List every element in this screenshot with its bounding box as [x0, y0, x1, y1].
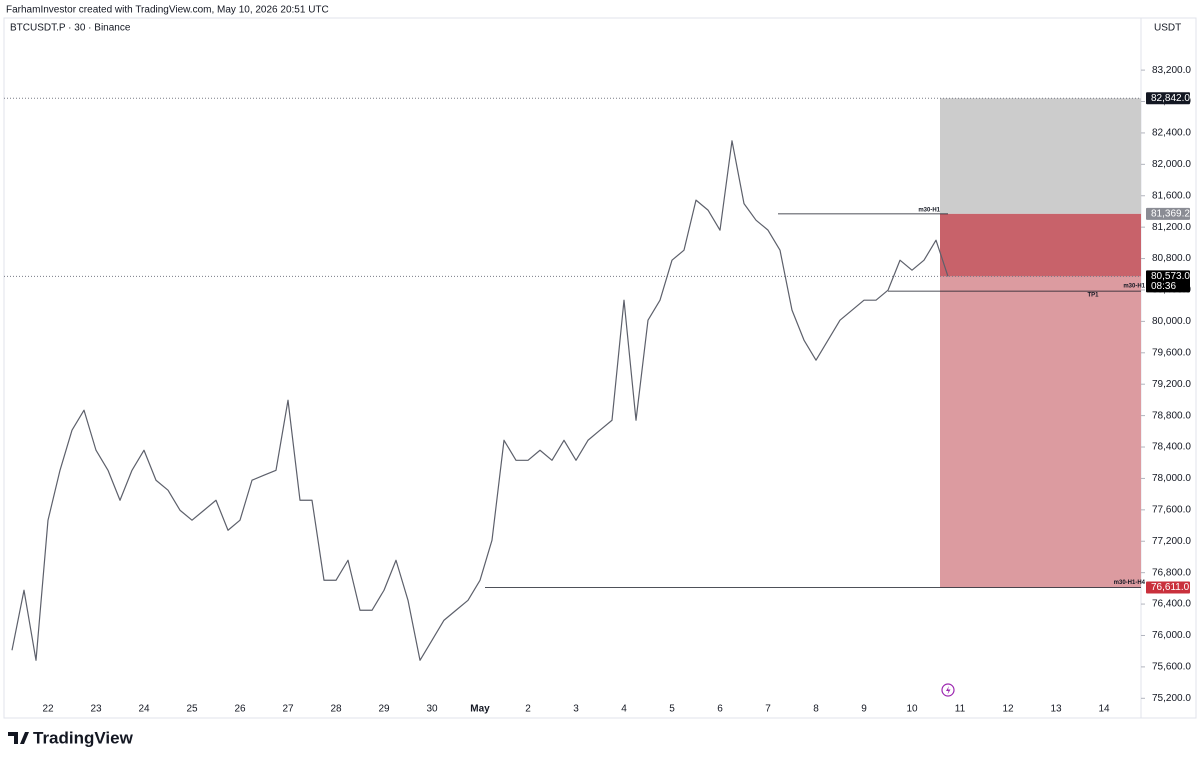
- symbol: BTCUSDT.P · 30 · Binance: [10, 23, 131, 34]
- price-label-box: [1146, 581, 1190, 594]
- header-text: FarhamInvestor created with TradingView.…: [6, 5, 329, 16]
- currency: USDT: [1154, 23, 1181, 34]
- y-tick-label: 75,200.0: [1152, 693, 1191, 704]
- x-tick-label: 13: [1050, 704, 1062, 715]
- y-tick-label: 82,400.0: [1152, 128, 1191, 139]
- x-tick-label: 22: [42, 704, 54, 715]
- logo-icon: [8, 732, 29, 744]
- chart-frame: [3, 17, 1197, 719]
- price-line: [11, 140, 949, 661]
- y-tick-label: 76,000.0: [1152, 630, 1191, 641]
- brand-logo: TradingView: [8, 728, 134, 747]
- countdown: 08:36: [1151, 281, 1176, 292]
- x-tick-label: 7: [765, 704, 771, 715]
- x-tick-label: 29: [378, 704, 390, 715]
- position-zone: [940, 276, 1141, 588]
- y-tick-label: 81,600.0: [1152, 190, 1191, 201]
- position-zone: [940, 213, 1141, 277]
- y-tick-label: 79,200.0: [1152, 379, 1191, 390]
- y-tick-label: 76,800.0: [1152, 567, 1191, 578]
- x-tick-label: 30: [426, 704, 438, 715]
- y-tick-label: 79,600.0: [1152, 347, 1191, 358]
- y-tick-label: 82,000.0: [1152, 159, 1191, 170]
- alert-bolt: [946, 686, 951, 695]
- brand: TradingView: [33, 728, 134, 747]
- x-tick-label: May: [470, 704, 490, 715]
- alert-icon: [941, 683, 955, 697]
- price-label-box: [1146, 207, 1190, 220]
- x-tick-label: 28: [330, 704, 342, 715]
- annotation: m30-H1: [918, 207, 940, 213]
- y-tick-label: 80,000.0: [1152, 316, 1191, 327]
- y-tick-label: 78,000.0: [1152, 473, 1191, 484]
- x-tick-label: 3: [573, 704, 579, 715]
- price-label: 80,573.0: [1151, 271, 1190, 282]
- x-tick-label: 23: [90, 704, 102, 715]
- y-tick-label: 77,600.0: [1152, 504, 1191, 515]
- position-zone: [940, 98, 1141, 214]
- y-tick-label: 76,400.0: [1152, 599, 1191, 610]
- x-tick-label: 2: [525, 704, 531, 715]
- y-tick-label: 80,800.0: [1152, 253, 1191, 264]
- y-tick-label: 78,400.0: [1152, 442, 1191, 453]
- x-tick-label: 25: [186, 704, 198, 715]
- annotation: m30-H1-H4: [1114, 580, 1146, 586]
- x-tick-label: 5: [669, 704, 675, 715]
- x-tick-label: 12: [1002, 704, 1014, 715]
- y-tick-label: 77,200.0: [1152, 536, 1191, 547]
- x-tick-label: 11: [955, 704, 966, 715]
- annotation: TP1: [1087, 293, 1099, 299]
- x-tick-label: 8: [813, 704, 819, 715]
- x-tick-label: 6: [717, 704, 723, 715]
- y-tick-label: 81,200.0: [1152, 222, 1191, 233]
- price-label-box: [1146, 92, 1190, 105]
- x-tick-label: 26: [234, 704, 246, 715]
- price-label: 81,369.2: [1151, 209, 1190, 220]
- x-tick-label: 27: [282, 704, 294, 715]
- price-label: 76,611.0: [1151, 582, 1190, 593]
- price-label-box: [1146, 270, 1190, 293]
- y-tick-label: 78,800.0: [1152, 410, 1191, 421]
- x-tick-label: 24: [138, 704, 150, 715]
- price-label: 82,842.0: [1151, 93, 1190, 104]
- x-tick-label: 4: [621, 704, 627, 715]
- x-tick-label: 9: [861, 704, 867, 715]
- x-tick-label: 10: [906, 704, 918, 715]
- alert-circle: [941, 683, 955, 697]
- y-tick-label: 75,600.0: [1152, 662, 1191, 673]
- y-tick-label: 83,200.0: [1152, 65, 1191, 76]
- annotation: m30-H1: [1123, 284, 1145, 290]
- x-tick-label: 14: [1098, 704, 1110, 715]
